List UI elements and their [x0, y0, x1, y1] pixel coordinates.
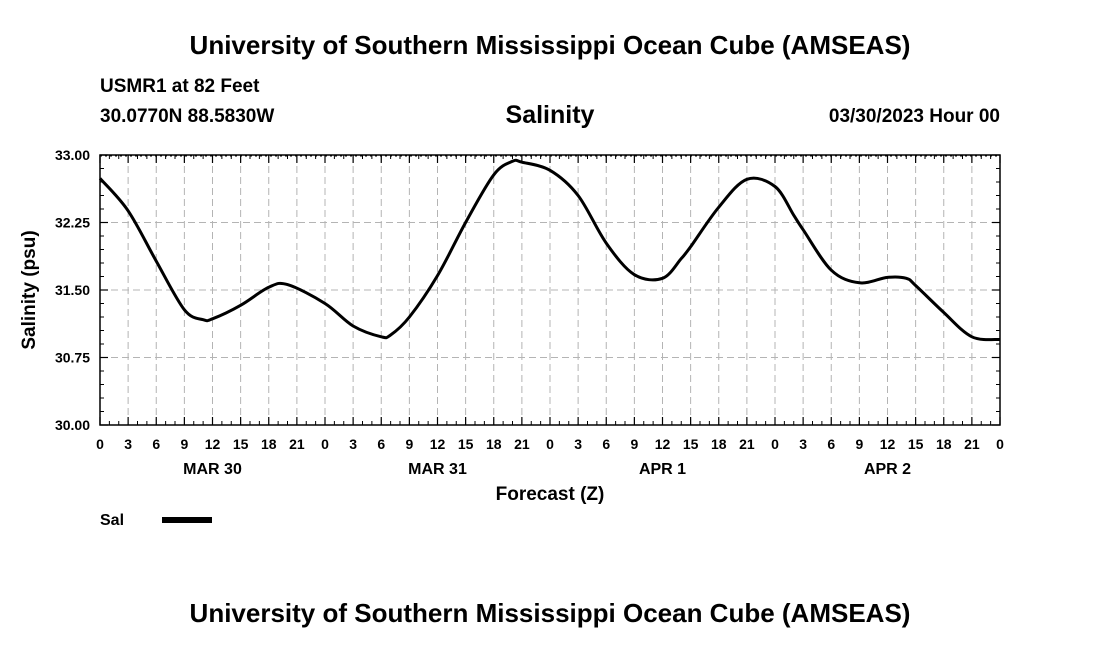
station-label: USMR1 at 82 Feet — [100, 76, 260, 97]
day-label: APR 1 — [639, 461, 686, 478]
x-axis-title: Forecast (Z) — [496, 484, 605, 505]
y-tick-label: 33.00 — [55, 147, 90, 163]
x-tick-label: 0 — [96, 436, 104, 452]
x-tick-label: 0 — [321, 436, 329, 452]
x-tick-label: 12 — [205, 436, 221, 452]
x-tick-label: 6 — [152, 436, 160, 452]
x-tick-label: 21 — [514, 436, 530, 452]
y-tick-label: 30.75 — [55, 350, 90, 366]
x-tick-label: 9 — [405, 436, 413, 452]
x-tick-label: 18 — [936, 436, 952, 452]
x-tick-label: 3 — [349, 436, 357, 452]
plot-frame — [99, 154, 1001, 426]
day-label: MAR 30 — [183, 461, 242, 478]
x-tick-label: 6 — [377, 436, 385, 452]
y-tick-labels: 30.00 30.75 31.50 32.25 33.00 — [55, 147, 90, 433]
x-tick-label: 12 — [880, 436, 896, 452]
footer-title: University of Southern Mississippi Ocean… — [189, 598, 911, 628]
x-tick-label: 15 — [458, 436, 474, 452]
y-tick-label: 31.50 — [55, 282, 90, 298]
x-tick-label: 18 — [261, 436, 277, 452]
y-axis-title: Salinity (psu) — [19, 230, 40, 349]
x-tick-label: 3 — [574, 436, 582, 452]
x-tick-label: 6 — [827, 436, 835, 452]
x-tick-labels: 0 3 6 9 12 15 18 21 0 3 6 9 12 15 18 21 0 3 6 9 12 15 18 21 0 3 6 9… — [96, 436, 1004, 452]
header-title: University of Southern Mississippi Ocean… — [189, 30, 911, 60]
chart-title: Salinity — [505, 101, 595, 129]
x-tick-label: 21 — [739, 436, 755, 452]
day-labels: MAR 30 MAR 31 APR 1 APR 2 — [183, 461, 911, 478]
x-tick-label: 9 — [630, 436, 638, 452]
y-tick-label: 30.00 — [55, 417, 90, 433]
x-tick-label: 9 — [855, 436, 863, 452]
x-tick-label: 21 — [289, 436, 305, 452]
x-tick-label: 3 — [124, 436, 132, 452]
x-tick-label: 9 — [180, 436, 188, 452]
day-label: APR 2 — [864, 461, 911, 478]
x-tick-label: 0 — [546, 436, 554, 452]
x-tick-label: 3 — [799, 436, 807, 452]
x-tick-label: 6 — [602, 436, 610, 452]
x-tick-label: 21 — [964, 436, 980, 452]
x-tick-label: 18 — [711, 436, 727, 452]
x-tick-label: 15 — [233, 436, 249, 452]
x-tick-label: 15 — [683, 436, 699, 452]
x-tick-label: 15 — [908, 436, 924, 452]
station-coordinates: 30.0770N 88.5830W — [100, 106, 275, 127]
day-label: MAR 31 — [408, 461, 467, 478]
x-tick-label: 12 — [655, 436, 671, 452]
y-tick-label: 32.25 — [55, 215, 90, 231]
x-tick-label: 18 — [486, 436, 502, 452]
forecast-datestamp: 03/30/2023 Hour 00 — [828, 106, 1000, 127]
x-tick-label: 0 — [996, 436, 1004, 452]
legend-label: Sal — [100, 512, 124, 529]
grid-lines — [100, 155, 1000, 425]
salinity-series-line — [98, 158, 1001, 342]
x-tick-label: 0 — [771, 436, 779, 452]
x-tick-label: 12 — [430, 436, 446, 452]
